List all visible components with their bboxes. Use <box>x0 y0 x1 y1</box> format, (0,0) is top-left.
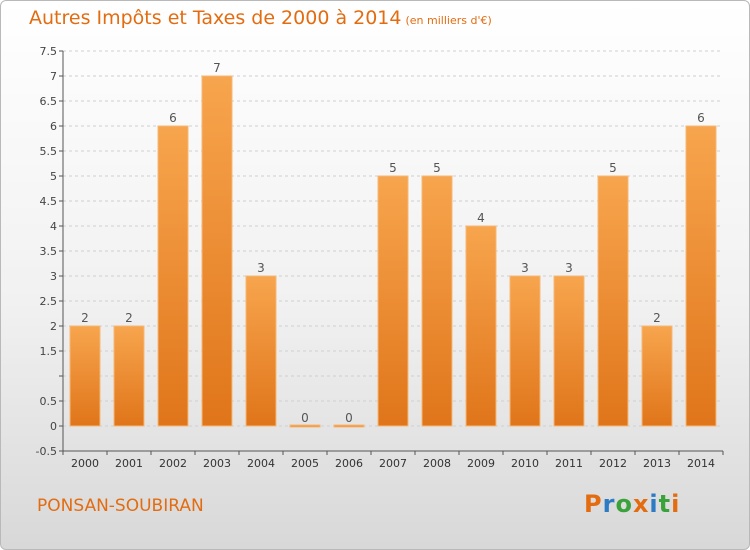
x-tick-label-2000: 2000 <box>71 457 99 470</box>
bar-2004 <box>245 275 277 427</box>
x-tick-label-2007: 2007 <box>379 457 407 470</box>
data-label-2003: 7 <box>213 61 221 75</box>
logo-letter: i <box>649 490 659 518</box>
x-tick-label-2012: 2012 <box>599 457 627 470</box>
chart-unit-text: (en milliers d'€) <box>405 14 492 27</box>
x-tick-label-2005: 2005 <box>291 457 319 470</box>
y-tick-label: 1.5 <box>40 345 58 358</box>
bar-2009 <box>465 225 497 427</box>
bar-2000 <box>69 325 101 427</box>
data-labels: 2 2 6 7 3 0 0 5 5 4 3 3 5 2 6 <box>81 61 705 425</box>
y-tick-label: 7.5 <box>40 45 58 58</box>
bar-2008 <box>421 175 453 427</box>
data-label-2006: 0 <box>345 411 353 425</box>
data-label-2005: 0 <box>301 411 309 425</box>
y-tick-label: 3.5 <box>40 245 58 258</box>
bar-2014 <box>685 125 717 427</box>
x-tick-label-2009: 2009 <box>467 457 495 470</box>
x-tick-label-2006: 2006 <box>335 457 363 470</box>
y-tick-label: 6 <box>50 120 57 133</box>
x-tick-label-2014: 2014 <box>687 457 715 470</box>
data-label-2000: 2 <box>81 311 89 325</box>
x-tick-label-2003: 2003 <box>203 457 231 470</box>
data-label-2014: 6 <box>697 111 705 125</box>
x-tick-label-2002: 2002 <box>159 457 187 470</box>
bar-2007 <box>377 175 409 427</box>
data-label-2012: 5 <box>609 161 617 175</box>
data-label-2009: 4 <box>477 211 485 225</box>
data-label-2013: 2 <box>653 311 661 325</box>
y-tick-label: 5 <box>50 170 57 183</box>
data-label-2011: 3 <box>565 261 573 275</box>
x-tick-label-2008: 2008 <box>423 457 451 470</box>
data-label-2004: 3 <box>257 261 265 275</box>
y-tick-label: 2 <box>50 320 57 333</box>
y-tick-label: 6.5 <box>40 95 58 108</box>
bar-2001 <box>113 325 145 427</box>
logo-letter: i <box>671 490 681 518</box>
y-tick-label: 5.5 <box>40 145 58 158</box>
axes: -0.5 0 0.5 1.5 2 2.5 3 3.5 4 4.5 5 5.5 6 6.5 7 7.5 2000 2… <box>36 45 724 470</box>
bar-2010 <box>509 275 541 427</box>
logo-letter: P <box>584 490 603 518</box>
logo-letter: o <box>615 490 633 518</box>
x-tick-label-2001: 2001 <box>115 457 143 470</box>
data-label-2002: 6 <box>169 111 177 125</box>
bar-2011 <box>553 275 585 427</box>
y-tick-label: 2.5 <box>40 295 58 308</box>
bar-2003 <box>201 75 233 427</box>
proxiti-logo: Proxiti <box>584 490 680 518</box>
logo-letter: x <box>632 490 650 518</box>
logo-letter: t <box>658 490 672 518</box>
y-tick-label: 4.5 <box>40 195 58 208</box>
commune-name: PONSAN-SOUBIRAN <box>37 496 204 516</box>
y-tick-label: 7 <box>50 70 57 83</box>
data-label-2008: 5 <box>433 161 441 175</box>
y-tick-label: 0.5 <box>40 395 58 408</box>
data-label-2007: 5 <box>389 161 397 175</box>
x-tick-label-2013: 2013 <box>643 457 671 470</box>
x-tick-label-2010: 2010 <box>511 457 539 470</box>
bar-2002 <box>157 125 189 427</box>
chart-title: Autres Impôts et Taxes de 2000 à 2014 (en… <box>29 7 492 29</box>
bar-2005 <box>289 424 321 428</box>
logo-letter: r <box>602 490 616 518</box>
data-label-2001: 2 <box>125 311 133 325</box>
bar-2013 <box>641 325 673 427</box>
y-tick-label: 3 <box>50 270 57 283</box>
y-tick-label: 4 <box>50 220 57 233</box>
bars <box>69 75 717 428</box>
chart-title-text: Autres Impôts et Taxes de 2000 à 2014 <box>29 7 402 29</box>
bar-2012 <box>597 175 629 427</box>
x-tick-label-2004: 2004 <box>247 457 275 470</box>
data-label-2010: 3 <box>521 261 529 275</box>
x-tick-label-2011: 2011 <box>555 457 583 470</box>
y-tick-label: -0.5 <box>36 445 57 458</box>
bar-2006 <box>333 424 365 428</box>
y-tick-label: 0 <box>50 420 57 433</box>
